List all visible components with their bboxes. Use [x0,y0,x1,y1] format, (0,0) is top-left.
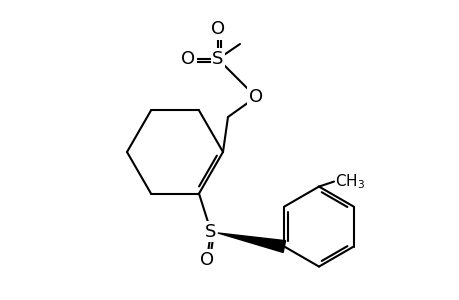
Text: S: S [212,50,223,68]
Text: CH$_3$: CH$_3$ [334,172,364,191]
Text: S: S [205,223,216,241]
Text: O: O [211,20,224,38]
Polygon shape [218,233,285,252]
Text: O: O [200,250,213,268]
Text: O: O [248,88,263,106]
Text: O: O [180,50,195,68]
